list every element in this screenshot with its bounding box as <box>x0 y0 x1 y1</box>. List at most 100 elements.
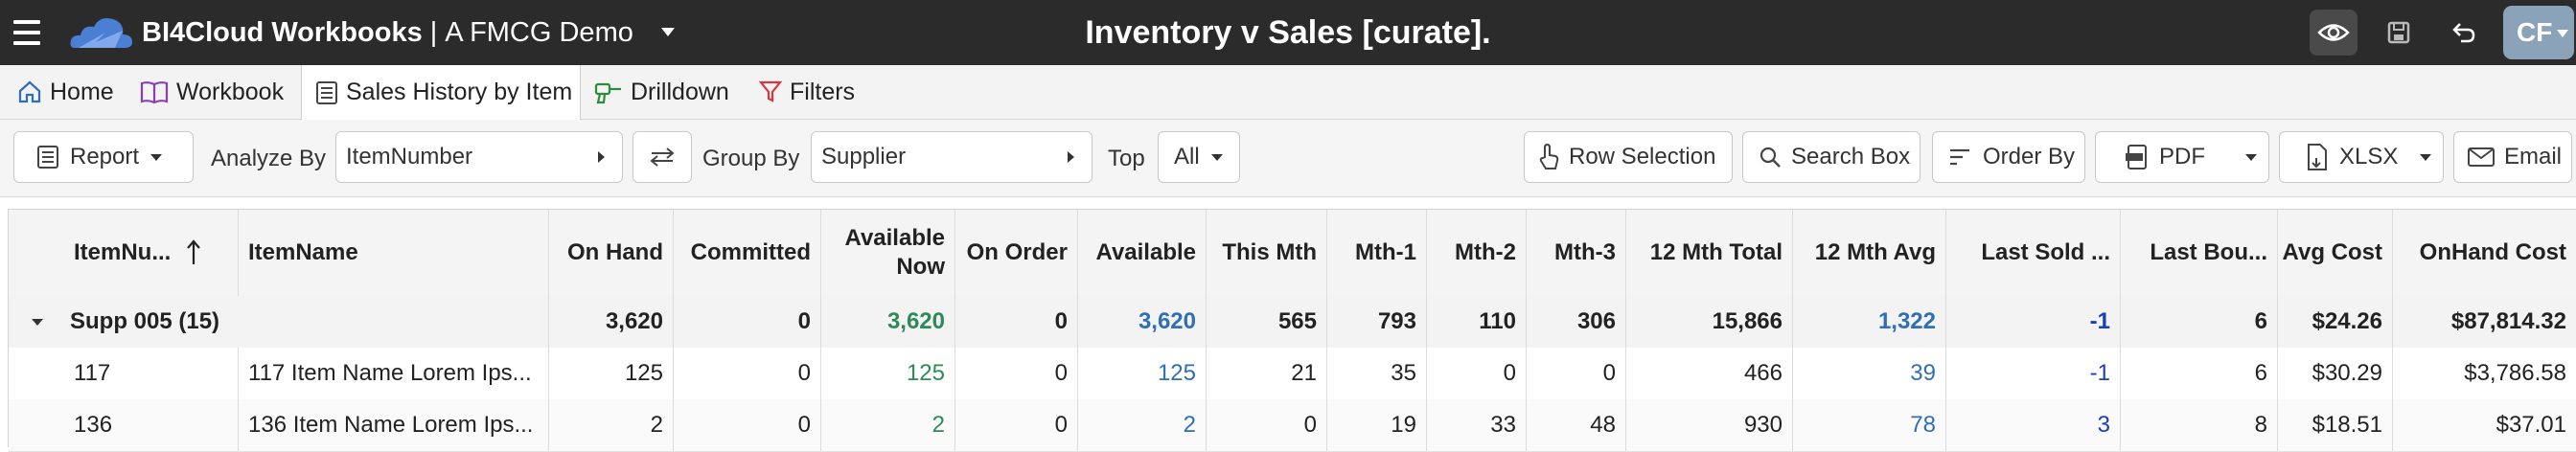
cell-onhand-cost: $37.01 <box>2393 399 2576 451</box>
hamburger-menu-icon[interactable] <box>13 20 40 45</box>
pdf-export-button[interactable]: PDF <box>2095 131 2269 183</box>
cell-mth-3: 0 <box>1527 348 1626 399</box>
cell-12-mth-avg[interactable]: 39 <box>1793 348 1946 399</box>
cell-item-name: 136 Item Name Lorem Ips... <box>239 399 549 451</box>
group-this-month: 565 <box>1207 296 1327 348</box>
cell-available[interactable]: 125 <box>1078 348 1207 399</box>
page-title: Inventory v Sales [curate]. <box>1085 14 1491 51</box>
tab-workbook[interactable]: Workbook <box>140 65 284 119</box>
cell-12-mth-avg[interactable]: 78 <box>1793 399 1946 451</box>
cell-item-number: 117 <box>9 348 239 399</box>
cell-last-sold[interactable]: -1 <box>1946 348 2121 399</box>
group-mth-1: 793 <box>1327 296 1427 348</box>
top-caret-icon <box>1210 153 1223 161</box>
column-header-last-bought[interactable]: Last Bou... <box>2121 210 2278 296</box>
filter-icon <box>759 80 782 102</box>
column-header-12-mth-avg[interactable]: 12 Mth Avg <box>1793 210 1946 296</box>
column-header-this-month[interactable]: This Mth <box>1207 210 1327 296</box>
group-label: Supp 005 (15) <box>70 308 220 334</box>
group-row[interactable]: Supp 005 (15) 3,620 0 3,620 0 3,620 565 … <box>9 296 2576 349</box>
workbook-name: A FMCG Demo <box>445 17 633 48</box>
pdf-caret-icon[interactable] <box>2245 153 2257 161</box>
row-selection-button[interactable]: Row Selection <box>1524 131 1733 183</box>
cell-available-now[interactable]: 2 <box>821 399 955 451</box>
group-on-order: 0 <box>955 296 1078 348</box>
brand-separator: | <box>429 17 438 48</box>
cell-avg-cost: $30.29 <box>2278 348 2393 399</box>
xlsx-export-button[interactable]: XLSX <box>2279 131 2444 183</box>
column-header-item-name[interactable]: ItemName <box>239 210 549 296</box>
swap-button[interactable] <box>632 131 692 183</box>
top-value: All <box>1174 144 1200 170</box>
cell-mth-3: 48 <box>1527 399 1626 451</box>
sort-lines-icon <box>1950 148 1969 166</box>
tab-sales-history-by-item[interactable]: Sales History by Item <box>301 65 581 120</box>
column-header-onhand-cost[interactable]: OnHand Cost <box>2393 210 2576 296</box>
column-header-on-hand[interactable]: On Hand <box>549 210 674 296</box>
column-header-mth-1[interactable]: Mth-1 <box>1327 210 1427 296</box>
column-header-last-sold[interactable]: Last Sold ... <box>1946 210 2121 296</box>
user-avatar[interactable]: CF <box>2503 6 2574 59</box>
search-icon <box>1760 147 1781 168</box>
column-header-committed[interactable]: Committed <box>674 210 821 296</box>
group-by-label: Group By <box>702 146 800 171</box>
tab-home[interactable]: Home <box>17 65 114 119</box>
cell-available[interactable]: 2 <box>1078 399 1207 451</box>
cell-last-sold[interactable]: 3 <box>1946 399 2121 451</box>
view-eye-icon[interactable] <box>2310 10 2358 56</box>
group-available: 3,620 <box>1078 296 1207 348</box>
column-header-mth-2[interactable]: Mth-2 <box>1427 210 1527 296</box>
collapse-caret-icon[interactable] <box>32 318 43 326</box>
undo-icon[interactable] <box>2440 10 2488 56</box>
table-row[interactable]: 136 136 Item Name Lorem Ips... 2 0 2 0 2… <box>9 399 2576 452</box>
tab-filters[interactable]: Filters <box>759 65 855 119</box>
analyze-by-select[interactable]: ItemNumber <box>335 131 623 183</box>
group-by-value: Supplier <box>821 144 907 170</box>
search-box-button[interactable]: Search Box <box>1742 131 1920 183</box>
envelope-icon <box>2468 147 2495 167</box>
drill-icon <box>594 82 621 104</box>
brand-name: BI4Cloud Workbooks <box>142 17 423 48</box>
analyze-by-label: Analyze By <box>211 146 327 171</box>
pdf-file-icon <box>2126 145 2147 170</box>
cell-on-hand: 125 <box>549 348 674 399</box>
report-button[interactable]: Report <box>13 131 194 183</box>
cell-committed: 0 <box>674 399 821 451</box>
pdf-label: PDF <box>2159 144 2205 170</box>
save-disk-icon[interactable] <box>2375 10 2423 56</box>
tab-sales-history-label: Sales History by Item <box>346 79 573 105</box>
top-select[interactable]: All <box>1158 131 1240 183</box>
analyze-by-chevron-icon <box>598 151 605 163</box>
brand-title: BI4Cloud Workbooks | A FMCG Demo <box>142 15 633 50</box>
column-header-item-number[interactable]: ItemNu... <box>9 210 239 296</box>
group-12-mth-avg: 1,322 <box>1793 296 1946 348</box>
workbook-dropdown-caret-icon[interactable] <box>661 28 675 36</box>
group-label-cell[interactable]: Supp 005 (15) <box>9 296 549 348</box>
report-caret-icon <box>150 153 163 161</box>
column-header-available[interactable]: Available <box>1078 210 1207 296</box>
pointer-hand-icon <box>1539 144 1559 170</box>
column-header-avg-cost[interactable]: Avg Cost <box>2278 210 2393 296</box>
column-header-mth-3[interactable]: Mth-3 <box>1527 210 1626 296</box>
xlsx-caret-icon[interactable] <box>2420 153 2431 161</box>
tab-drilldown[interactable]: Drilldown <box>594 65 729 119</box>
group-last-sold: -1 <box>1946 296 2121 348</box>
cell-available-now[interactable]: 125 <box>821 348 955 399</box>
email-button[interactable]: Email <box>2453 131 2572 183</box>
cell-item-name: 117 Item Name Lorem Ips... <box>239 348 549 399</box>
sort-ascending-arrow-icon <box>187 239 201 264</box>
order-by-button[interactable]: Order By <box>1932 131 2085 183</box>
report-icon <box>37 146 58 169</box>
cell-item-number: 136 <box>9 399 239 451</box>
column-header-on-order[interactable]: On Order <box>955 210 1078 296</box>
group-by-select[interactable]: Supplier <box>811 131 1092 183</box>
cell-mth-2: 0 <box>1427 348 1527 399</box>
cell-mth-2: 33 <box>1427 399 1527 451</box>
table-row[interactable]: 117 117 Item Name Lorem Ips... 125 0 125… <box>9 348 2576 400</box>
cell-last-bought: 6 <box>2121 348 2278 399</box>
group-onhand-cost: $87,814.32 <box>2393 296 2576 348</box>
cell-mth-1: 35 <box>1327 348 1427 399</box>
cell-this-month: 0 <box>1207 399 1327 451</box>
column-header-12-mth-total[interactable]: 12 Mth Total <box>1626 210 1793 296</box>
column-header-available-now[interactable]: Available Now <box>821 210 955 296</box>
